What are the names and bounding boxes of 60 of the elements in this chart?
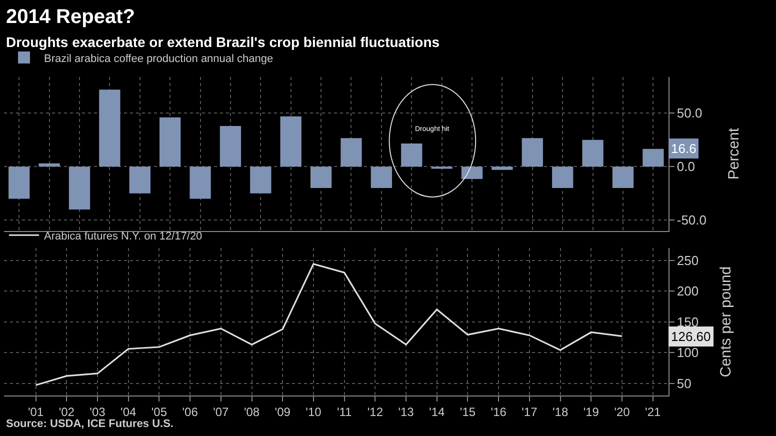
bar — [68, 166, 90, 210]
y-tick-label: -50.0 — [676, 212, 707, 228]
x-tick-label: '20 — [614, 405, 630, 420]
line-series — [34, 263, 623, 386]
bar — [8, 166, 30, 199]
x-tick-label: '21 — [645, 405, 662, 420]
y-axis-title: Cents per pound — [718, 266, 735, 378]
bar — [129, 166, 150, 194]
x-tick-label: '04 — [120, 405, 136, 420]
x-tick-label: '17 — [522, 405, 538, 420]
bar — [38, 163, 60, 167]
x-tick-label: '09 — [274, 405, 291, 420]
x-tick-label: '01 — [28, 405, 44, 420]
x-tick-label: '05 — [151, 405, 168, 420]
bar — [401, 144, 422, 167]
x-tick-label: '03 — [90, 405, 106, 420]
bar — [280, 116, 302, 167]
bar — [99, 90, 120, 167]
bar — [250, 166, 272, 194]
text: 16.6 — [671, 141, 696, 156]
bar — [370, 166, 392, 188]
x-tick-label: '12 — [367, 405, 384, 420]
y-tick-label: 50 — [676, 376, 692, 391]
x-tick-label: '06 — [182, 405, 198, 420]
y-tick-label: 50.0 — [676, 106, 702, 121]
chart-title: 2014 Repeat? — [6, 6, 135, 28]
chart-subtitle: Droughts exacerbate or extend Brazil's crop biennial fluctuations — [6, 34, 440, 50]
legend-label: Arabica futures N.Y. on 12/17/20 — [44, 230, 202, 242]
x-tick-label: '07 — [213, 405, 230, 420]
y-tick-label: 250 — [676, 252, 699, 268]
x-tick-label: '02 — [58, 405, 75, 420]
bar — [612, 166, 634, 188]
text: 126.60 — [671, 329, 711, 344]
x-tick-label: '18 — [552, 405, 568, 420]
x-tick-label: '11 — [336, 405, 352, 420]
source-note: Source: USDA, ICE Futures U.S. — [6, 418, 174, 430]
x-tick-label: '19 — [583, 405, 600, 420]
y-tick-label: 100 — [676, 345, 699, 360]
bar — [190, 166, 211, 199]
y-tick-label: 150 — [676, 314, 699, 330]
x-tick-label: '16 — [490, 405, 507, 420]
x-tick-label: '14 — [429, 405, 446, 420]
bar — [461, 166, 483, 179]
bar — [552, 166, 574, 188]
x-tick-label: '13 — [398, 405, 414, 420]
legend-label: Brazil arabica coffee production annual change — [44, 52, 274, 65]
y-axis-title: Percent — [726, 127, 743, 180]
x-tick-label: '15 — [460, 405, 476, 420]
x-tick-label: '08 — [244, 405, 260, 420]
bar — [582, 140, 604, 167]
bar — [340, 138, 362, 167]
bar — [492, 166, 513, 170]
bar — [642, 148, 664, 167]
bar — [310, 166, 332, 188]
bar — [220, 126, 242, 167]
y-tick-label: 0.0 — [676, 159, 695, 174]
bar — [160, 117, 181, 167]
y-tick-label: 200 — [676, 284, 699, 299]
x-tick-label: '10 — [306, 405, 322, 420]
bar — [522, 138, 543, 167]
